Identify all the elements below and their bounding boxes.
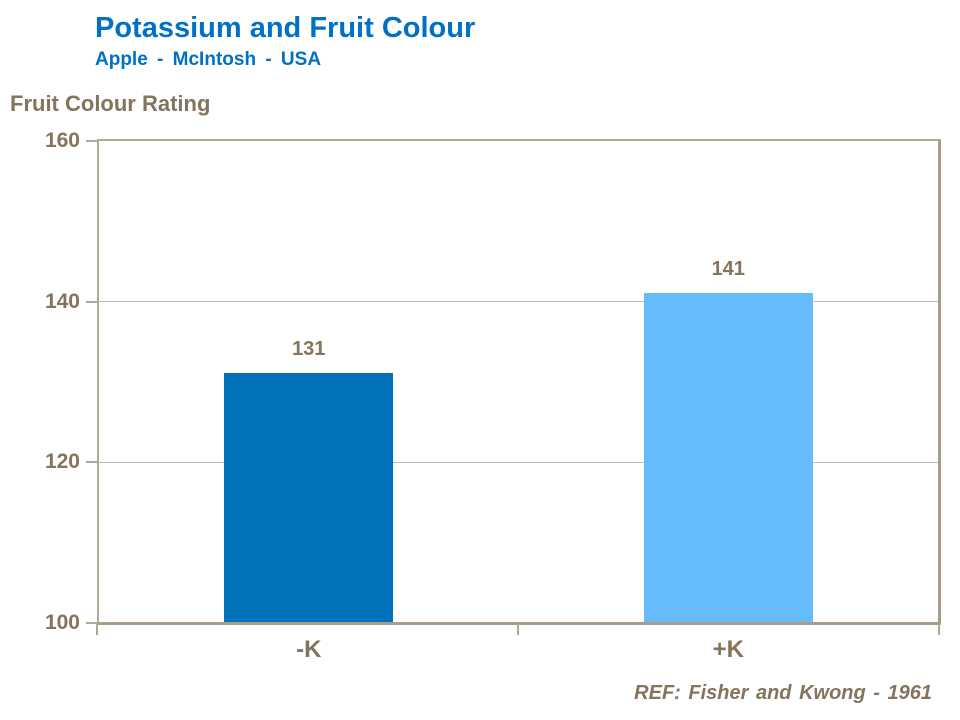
bar-value-+K: 141	[711, 258, 745, 281]
reference-note: REF: Fisher and Kwong - 1961	[634, 682, 932, 704]
y-tick-label-120: 120	[44, 450, 80, 474]
chart-title: Potassium and Fruit Colour	[95, 12, 476, 44]
x-tick-mark-1	[517, 624, 519, 635]
chart-subtitle: Apple - McIntosh - USA	[95, 49, 322, 70]
x-tick-mark-0	[96, 624, 98, 635]
y-axis-title: Fruit Colour Rating	[10, 91, 211, 116]
y-tick-label-140: 140	[44, 289, 80, 313]
x-category-label--K: -K	[296, 636, 322, 663]
plot-area: 131 141	[97, 139, 941, 625]
bar-value--K: 131	[292, 338, 326, 361]
gridline-140	[99, 301, 938, 303]
y-tick-mark-140	[86, 300, 97, 303]
gridline-120	[99, 461, 938, 463]
y-tick-label-100: 100	[44, 611, 80, 634]
y-tick-mark-120	[86, 461, 97, 464]
y-tick-label-160: 160	[44, 129, 80, 152]
y-tick-mark-100	[86, 622, 97, 624]
y-tick-mark-160	[86, 140, 97, 142]
x-tick-mark-2	[938, 624, 940, 635]
bar--K	[224, 373, 394, 622]
bar-+K	[643, 293, 813, 622]
x-category-label-+K: +K	[712, 636, 744, 663]
